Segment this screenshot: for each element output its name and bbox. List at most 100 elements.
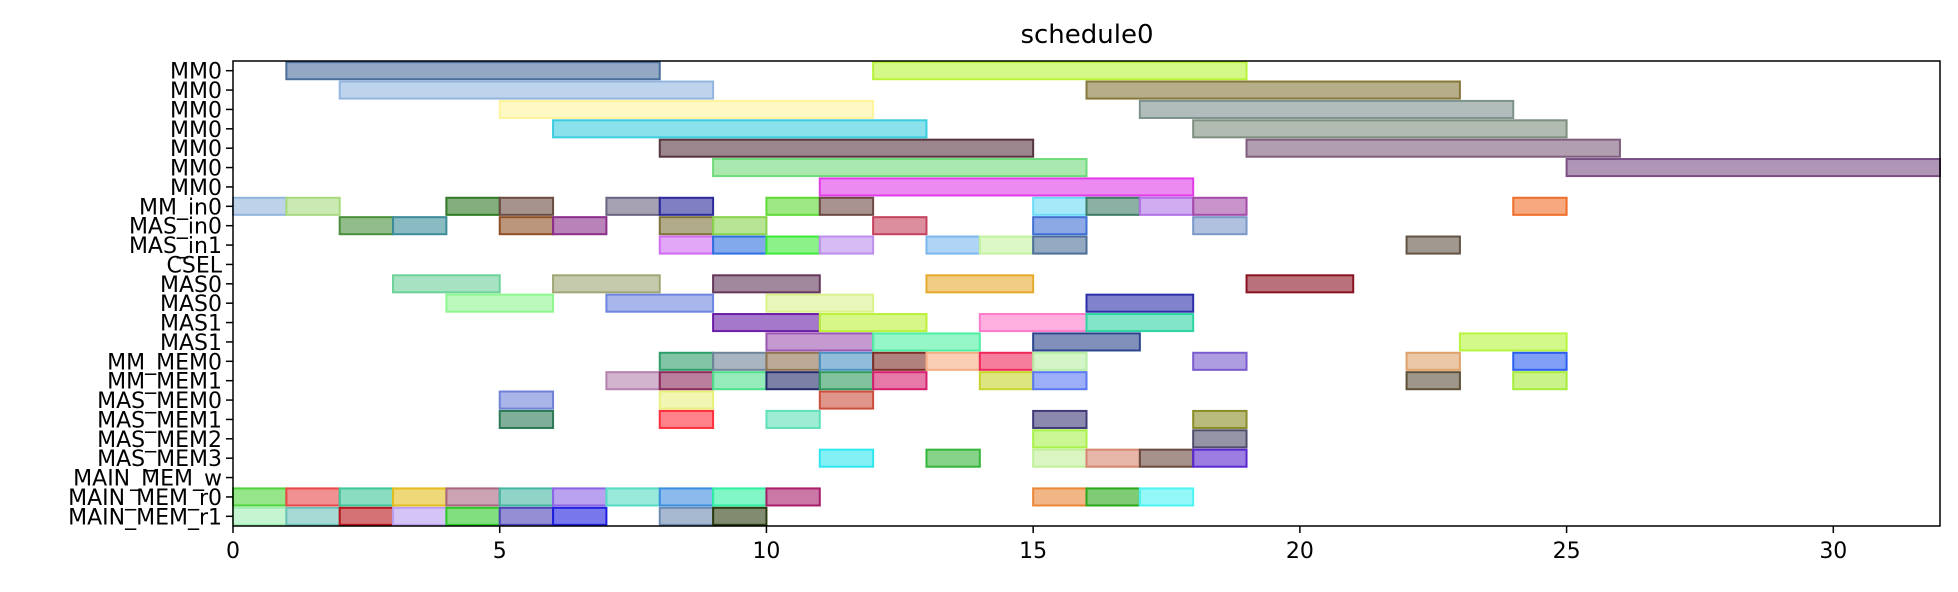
task-bar — [765, 293, 875, 313]
task-bar — [925, 274, 1035, 294]
task-bar — [1192, 351, 1248, 371]
x-tick-label: 20 — [1286, 539, 1314, 564]
task-bar — [658, 371, 715, 391]
task-bar — [712, 274, 821, 294]
task-bar — [498, 99, 875, 119]
task-bar — [498, 216, 555, 236]
task-bar — [552, 506, 608, 526]
task-bar — [658, 506, 715, 526]
task-bar — [1085, 487, 1141, 507]
y-tick-label: MM0 — [170, 98, 222, 123]
task-bar — [1192, 429, 1248, 449]
task-bar — [818, 177, 1195, 197]
y-axis-labels: MM0MM0MM0MM0MM0MM0MM0MM_in0MAS_in0MAS_in… — [68, 60, 233, 530]
x-tick-label: 30 — [1819, 539, 1847, 564]
x-tick-label: 15 — [1019, 539, 1047, 564]
task-bar — [285, 61, 661, 81]
task-bar — [1138, 196, 1195, 216]
task-bar — [978, 351, 1035, 371]
task-bar — [712, 158, 1088, 178]
task-bar — [658, 235, 715, 255]
task-bar — [1085, 313, 1195, 333]
task-bar — [978, 313, 1088, 333]
task-bar — [1192, 448, 1248, 468]
task-bar — [925, 351, 981, 371]
task-bar — [1138, 99, 1515, 119]
task-bar — [818, 351, 875, 371]
y-tick-label: MAS_MEM3 — [97, 447, 222, 472]
task-bar — [392, 487, 448, 507]
task-bar — [498, 506, 555, 526]
y-tick-label: MAS0 — [160, 292, 222, 317]
task-bar — [285, 487, 341, 507]
task-bar — [1085, 293, 1195, 313]
task-bar — [925, 235, 981, 255]
y-tick-label: MAS_MEM2 — [97, 428, 222, 453]
y-tick-label: MM0 — [170, 79, 222, 104]
task-bar — [1032, 371, 1088, 391]
task-bar — [658, 409, 715, 429]
task-bar — [1405, 235, 1461, 255]
y-tick-label: MM0 — [170, 118, 222, 143]
task-bar — [712, 487, 768, 507]
task-bar — [392, 274, 501, 294]
task-bar — [338, 487, 395, 507]
task-bar — [1192, 216, 1248, 236]
task-bar — [872, 216, 928, 236]
task-bar — [445, 487, 501, 507]
task-bar — [1565, 158, 1941, 178]
task-bar — [872, 371, 928, 391]
task-bar — [765, 409, 821, 429]
plot-frame — [232, 60, 1941, 527]
y-tick-label: MAS1 — [160, 312, 222, 337]
task-bar — [1138, 487, 1195, 507]
task-bar — [338, 216, 395, 236]
task-bar — [232, 196, 288, 216]
y-tick-label: CSEL — [167, 253, 223, 278]
task-bar — [1192, 119, 1568, 139]
task-bar — [658, 138, 1035, 158]
task-bar — [232, 506, 288, 526]
task-bar — [712, 351, 768, 371]
task-bar — [1032, 235, 1088, 255]
task-bar — [818, 390, 875, 410]
task-bar — [498, 487, 555, 507]
task-bar — [712, 313, 821, 333]
task-bar — [1512, 371, 1568, 391]
x-axis: 0 5 10 15 20 25 30 — [226, 526, 1847, 564]
task-bar — [765, 332, 875, 352]
task-bar — [925, 448, 981, 468]
task-bar — [1192, 409, 1248, 429]
y-tick-label: MAS_in1 — [129, 234, 222, 259]
y-tick-label: MAIN_MEM_r0 — [68, 486, 222, 511]
y-tick-label: MM_in0 — [139, 195, 222, 220]
task-bar — [1032, 487, 1088, 507]
task-bar — [552, 119, 928, 139]
task-bar — [498, 196, 555, 216]
task-bar — [818, 235, 875, 255]
task-bar — [1032, 409, 1088, 429]
task-bar — [978, 371, 1035, 391]
task-bar — [338, 80, 715, 100]
task-bar — [818, 313, 928, 333]
y-tick-label: MM0 — [170, 60, 222, 85]
task-bar — [1032, 216, 1088, 236]
task-bar — [1245, 274, 1355, 294]
task-bar — [1405, 371, 1461, 391]
y-tick-label: MM_MEM0 — [107, 350, 222, 375]
task-bar — [498, 409, 555, 429]
y-tick-label: MAS_MEM1 — [97, 408, 222, 433]
task-bar — [1192, 196, 1248, 216]
task-bar — [658, 216, 715, 236]
task-bar — [1405, 351, 1461, 371]
x-tick-label: 25 — [1553, 539, 1581, 564]
y-tick-label: MAS_MEM0 — [97, 389, 222, 414]
x-tick-label: 10 — [752, 539, 780, 564]
task-bar — [445, 196, 501, 216]
task-bar — [872, 61, 1248, 81]
task-bar — [818, 448, 875, 468]
task-bar — [765, 371, 821, 391]
task-bar — [1085, 80, 1461, 100]
task-bar — [498, 390, 555, 410]
y-tick-label: MAIN_MEM_w — [73, 467, 222, 492]
